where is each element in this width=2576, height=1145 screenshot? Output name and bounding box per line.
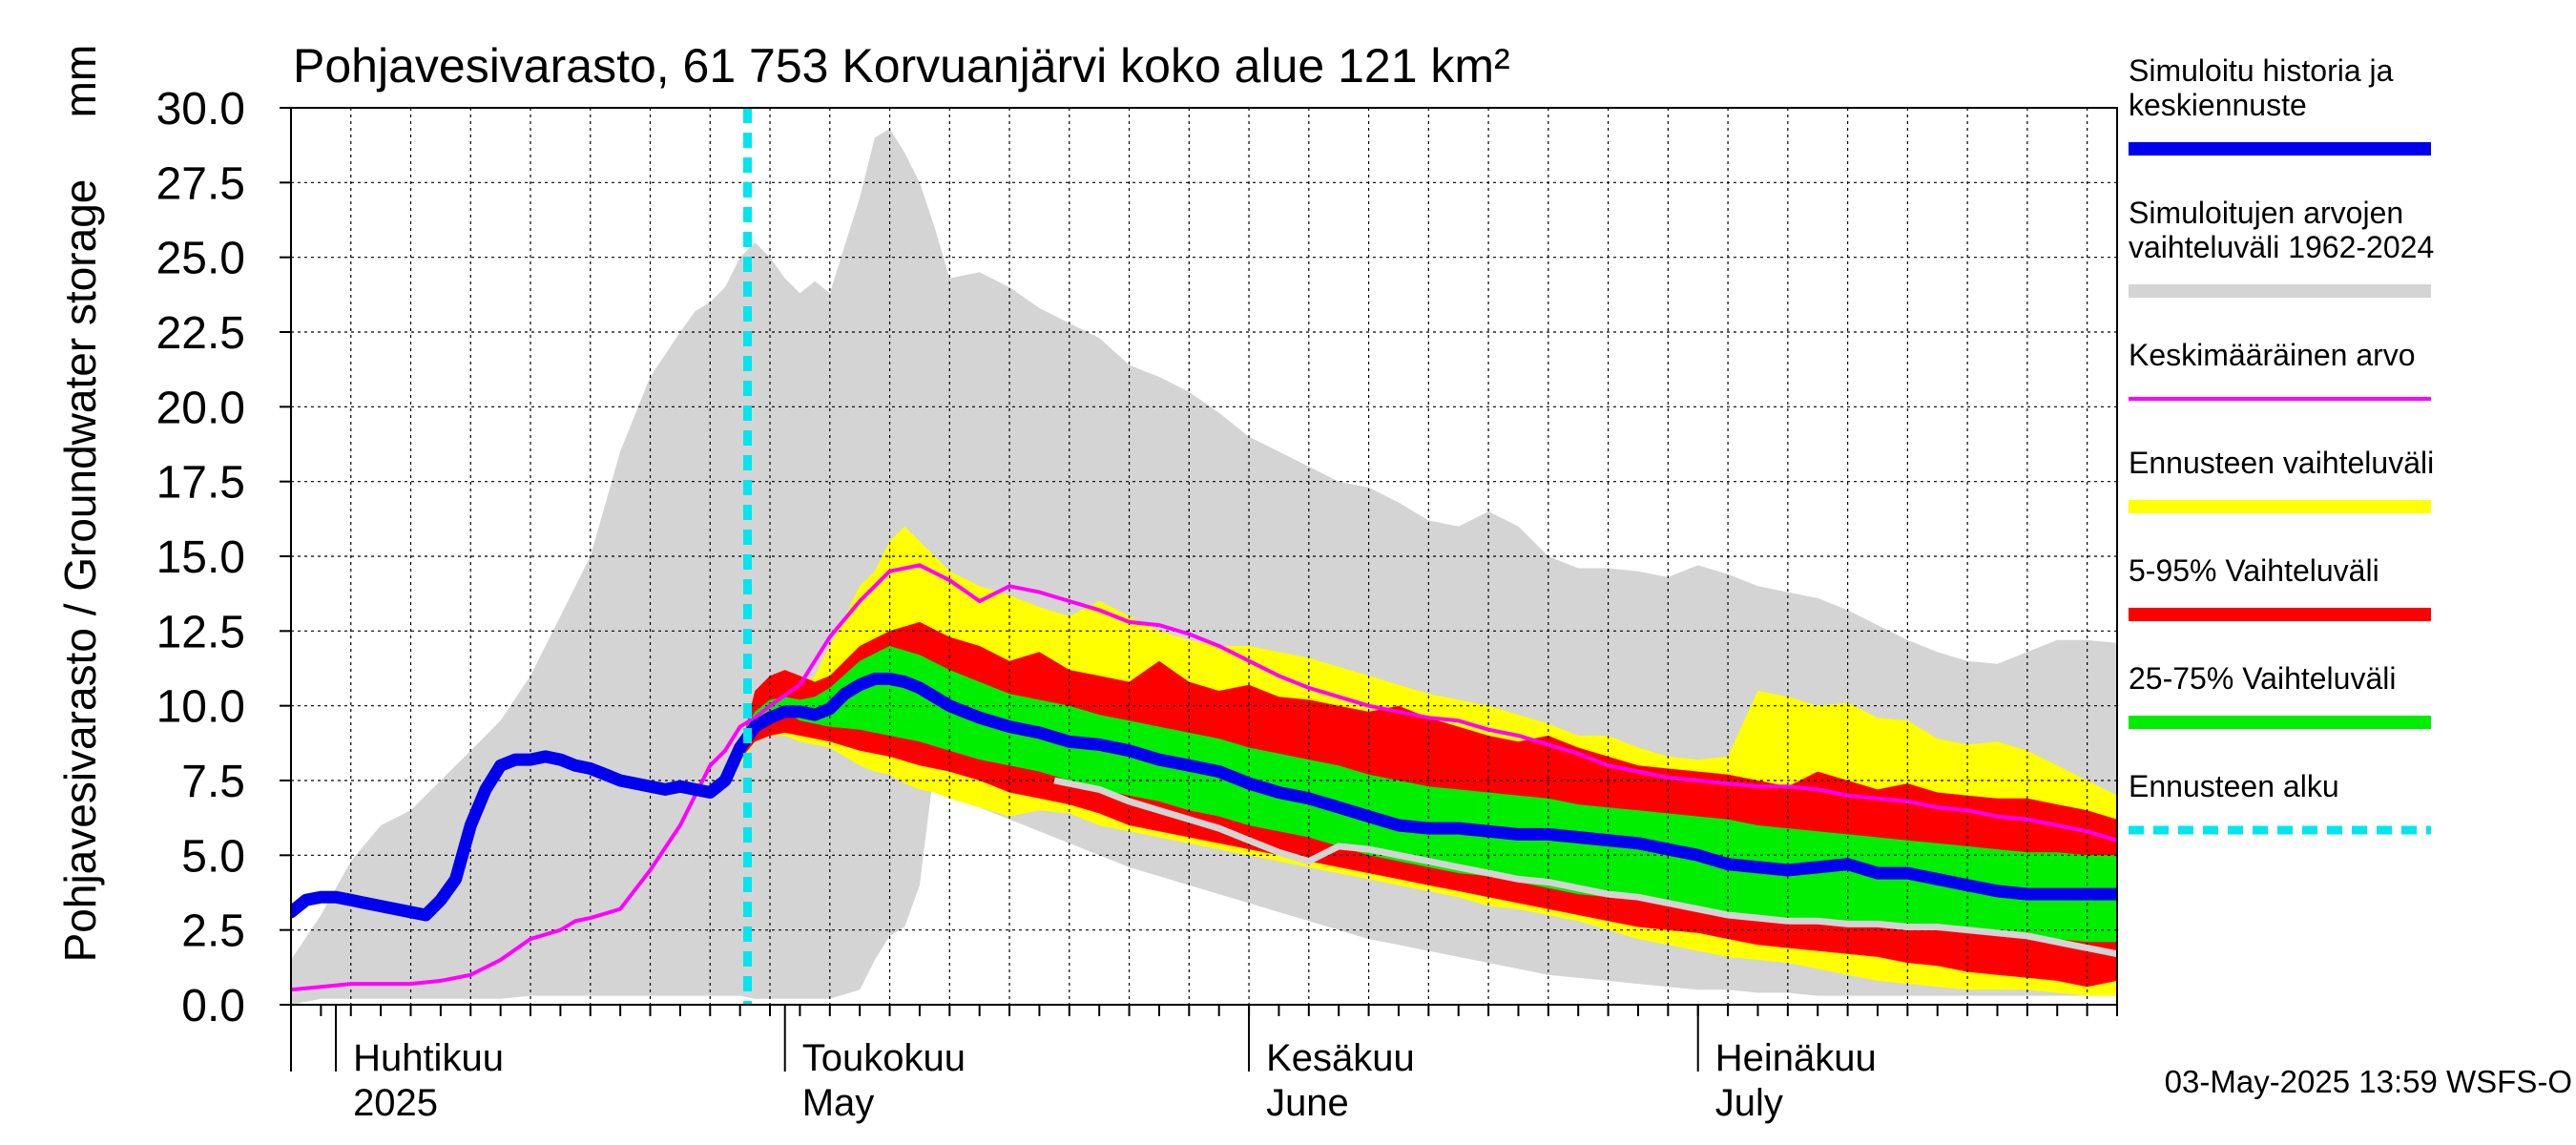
chart-title: Pohjavesivarasto, 61 753 Korvuanjärvi ko… — [293, 39, 1510, 93]
forecast-median-line — [734, 673, 2117, 901]
legend-swatch — [2129, 500, 2431, 513]
y-tick-label: 25.0 — [156, 234, 245, 284]
y-axis-unit: mm — [55, 45, 105, 118]
y-tick-label: 15.0 — [156, 532, 245, 583]
legend-label: 25-75% Vaihteluväli — [2129, 661, 2396, 696]
legend-label: vaihteluväli 1962-2024 — [2129, 230, 2434, 264]
month-sublabel: July — [1715, 1082, 1783, 1124]
month-label: Kesäkuu — [1266, 1037, 1415, 1079]
grid-lines — [291, 108, 2117, 1005]
legend-label: Simuloitu historia ja — [2129, 53, 2394, 88]
legend-label: Ennusteen alku — [2129, 769, 2339, 803]
plot-area — [291, 108, 2117, 1005]
legend-swatch — [2129, 142, 2431, 156]
simulated-history-line — [291, 741, 747, 922]
legend-label: keskiennuste — [2129, 88, 2307, 122]
month-sublabel: May — [802, 1082, 875, 1124]
y-tick-label: 5.0 — [181, 831, 245, 882]
y-tick-label: 10.0 — [156, 682, 245, 733]
month-sublabel: 2025 — [353, 1082, 438, 1124]
month-label: Heinäkuu — [1715, 1037, 1877, 1079]
legend-label: Ennusteen vaihteluväli — [2129, 446, 2434, 480]
y-tick-label: 7.5 — [181, 757, 245, 807]
y-tick-label: 12.5 — [156, 607, 245, 657]
timestamp: 03-May-2025 13:59 WSFS-O — [2165, 1064, 2572, 1099]
historical-reference-line — [1053, 777, 2117, 958]
legend-swatch — [2129, 608, 2431, 621]
y-tick-label: 17.5 — [156, 458, 245, 509]
y-tick-label: 22.5 — [156, 308, 245, 359]
legend-swatch — [2129, 284, 2431, 298]
y-tick-label: 30.0 — [156, 84, 245, 135]
month-label: Toukokuu — [802, 1037, 966, 1079]
y-tick-label: 0.0 — [181, 981, 245, 1031]
legend-swatch — [2129, 716, 2431, 729]
month-label: Huhtikuu — [353, 1037, 504, 1079]
mean-value-line — [291, 563, 2117, 992]
legend-label: Keskimääräinen arvo — [2129, 338, 2416, 372]
month-sublabel: June — [1266, 1082, 1349, 1124]
y-tick-label: 20.0 — [156, 383, 245, 433]
y-tick-label: 2.5 — [181, 906, 245, 957]
y-axis-label: Pohjavesivarasto / Groundwater storage — [55, 179, 105, 963]
legend-label: Simuloitujen arvojen — [2129, 196, 2403, 230]
y-tick-label: 27.5 — [156, 158, 245, 209]
y-axis: 0.0 2.5 5.0 7.5 10.0 12.5 15.0 17.5 20.0 22.5 25.0… — [156, 84, 291, 1031]
legend-label: 5-95% Vaihteluväli — [2129, 553, 2379, 588]
